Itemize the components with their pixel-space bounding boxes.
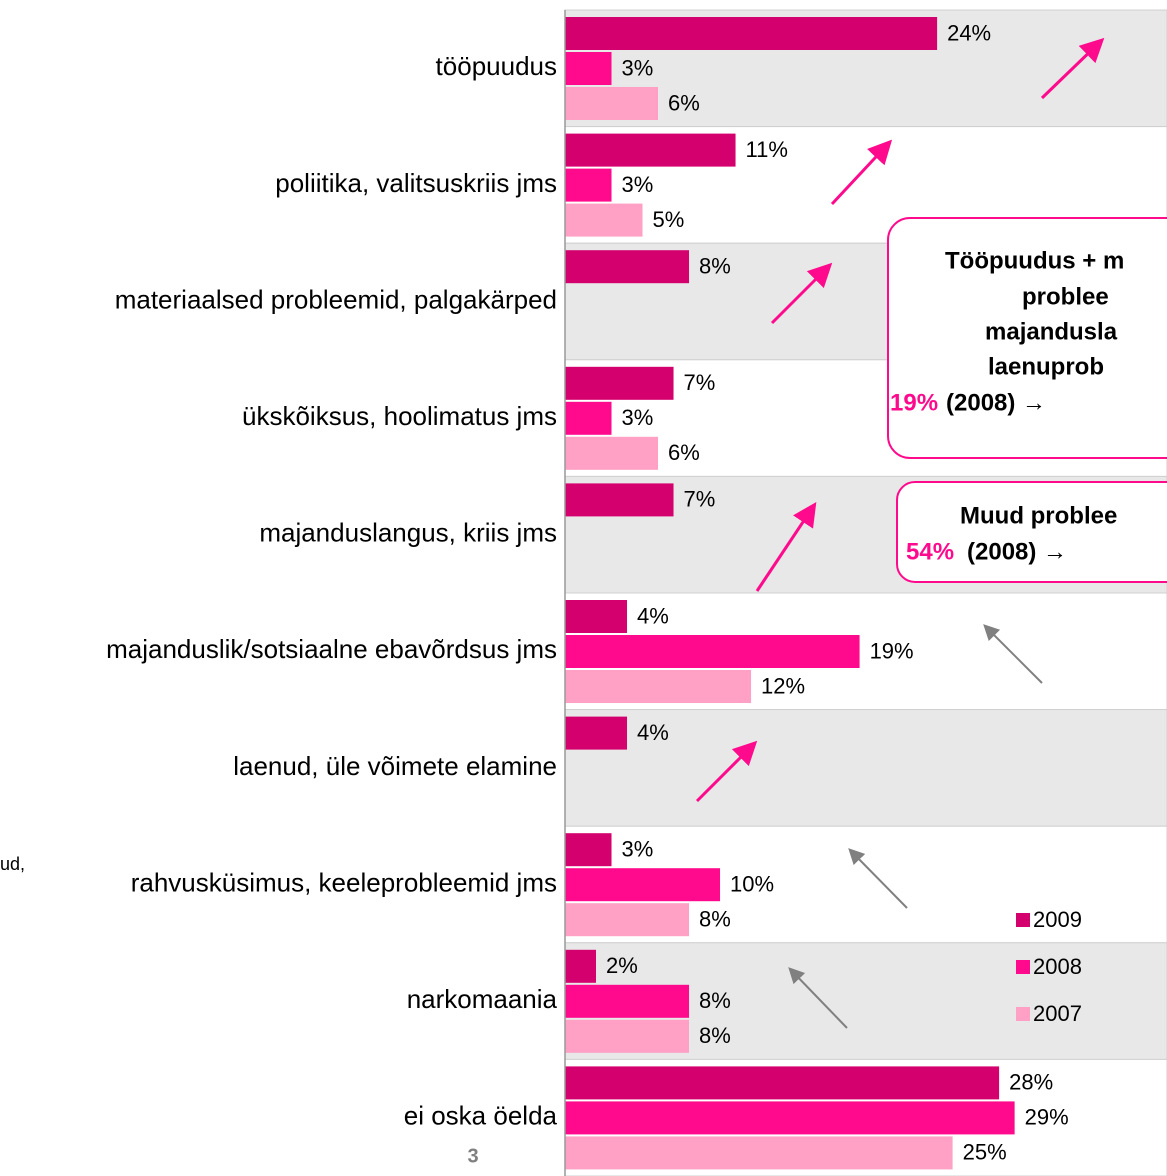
bar <box>565 250 690 284</box>
callout-text: laenuprob <box>988 353 1104 380</box>
arrow <box>983 624 1043 684</box>
value-label: 29% <box>1025 1105 1069 1130</box>
bar <box>565 1019 690 1053</box>
value-label: 28% <box>1009 1070 1053 1095</box>
bar <box>565 716 628 750</box>
legend: 2009 2008 2007 <box>1016 907 1082 1026</box>
bar <box>565 1066 1000 1100</box>
category-label: ei oska öelda <box>404 1101 558 1131</box>
value-label: 19% <box>870 638 914 663</box>
value-label: 6% <box>668 440 700 465</box>
arrow <box>755 502 817 592</box>
page-number: 3 <box>467 1145 478 1167</box>
bar <box>565 670 752 703</box>
bar <box>565 600 628 633</box>
callout-text: (2008) → <box>946 389 1046 416</box>
bar <box>565 1136 953 1170</box>
value-label: 3% <box>622 405 654 430</box>
value-label: 8% <box>699 254 731 279</box>
category-label: tööpuudus <box>436 51 557 81</box>
arrow <box>695 740 758 803</box>
bar <box>565 984 690 1018</box>
bar <box>565 436 659 470</box>
category-label: poliitika, valitsuskriis jms <box>275 168 557 198</box>
callout-text: (2008) → <box>967 538 1067 565</box>
value-label: 4% <box>637 603 669 628</box>
category-label: laenud, üle võimete elamine <box>233 751 557 781</box>
value-label: 2% <box>606 953 638 978</box>
category-label: materiaalsed probleemid, palgakärped <box>115 284 557 314</box>
legend-swatch <box>1016 913 1030 927</box>
legend-label: 2009 <box>1033 907 1082 932</box>
bar <box>565 401 612 435</box>
category-label: ükskõiksus, hoolimatus jms <box>242 401 557 431</box>
bar <box>565 833 612 867</box>
arrows <box>695 37 1105 1029</box>
callout-text: 19% <box>890 389 938 416</box>
value-label: 8% <box>699 1023 731 1048</box>
callout-box <box>896 481 1167 583</box>
row-background <box>564 709 1167 827</box>
arrow <box>848 848 908 909</box>
bar <box>565 366 674 400</box>
value-label: 7% <box>684 370 716 395</box>
legend-label: 2007 <box>1033 1001 1082 1026</box>
value-label: 25% <box>963 1140 1007 1165</box>
callout-box <box>887 217 1167 459</box>
value-label: 3% <box>622 837 654 862</box>
value-label: 4% <box>637 720 669 745</box>
legend-label: 2008 <box>1033 954 1082 979</box>
arrow <box>788 967 848 1029</box>
value-label: 8% <box>699 988 731 1013</box>
bar <box>565 133 736 167</box>
callout-text: majandusla <box>985 318 1118 345</box>
category-label: majanduslik/sotsiaalne ebavõrdsus jms <box>106 634 557 664</box>
value-label: 6% <box>668 90 700 115</box>
category-label: narkomaania <box>407 984 558 1014</box>
bar <box>565 949 597 983</box>
bars: 24% 3% 6% 11% 3% 5% 8% 7% 3% 6% 7% 4% 19% 12% 4% 3% 10% 8… <box>565 17 1069 1170</box>
value-label: 7% <box>684 487 716 512</box>
arrow <box>830 139 893 206</box>
legend-swatch <box>1016 1007 1030 1021</box>
value-label: 11% <box>746 137 788 162</box>
callout-text: Muud problee <box>960 502 1117 529</box>
bar <box>565 203 643 237</box>
value-label: 12% <box>761 673 805 698</box>
bar <box>565 52 612 85</box>
category-label: rahvusküsimus, keeleprobleemid jms <box>131 867 557 897</box>
cropped-text: ud, <box>0 854 25 874</box>
bar <box>565 903 690 937</box>
bar <box>565 1101 1015 1135</box>
category-label: majanduslangus, kriis jms <box>259 518 557 548</box>
callout-text: Tööpuudus + m <box>945 247 1124 274</box>
callout-text: problee <box>1022 283 1109 310</box>
bar <box>565 168 612 202</box>
bar <box>565 868 721 902</box>
value-label: 3% <box>622 172 654 197</box>
value-label: 8% <box>699 907 731 932</box>
callout-text: 54% <box>906 538 954 565</box>
bar <box>565 17 938 50</box>
bar <box>565 635 860 668</box>
value-label: 24% <box>947 20 991 45</box>
arrow <box>1040 37 1105 100</box>
legend-swatch <box>1016 960 1030 974</box>
bar <box>565 483 674 517</box>
value-label: 3% <box>622 55 654 80</box>
arrow <box>770 262 833 325</box>
bar <box>565 87 659 120</box>
value-label: 5% <box>653 207 685 232</box>
value-label: 10% <box>730 872 774 897</box>
